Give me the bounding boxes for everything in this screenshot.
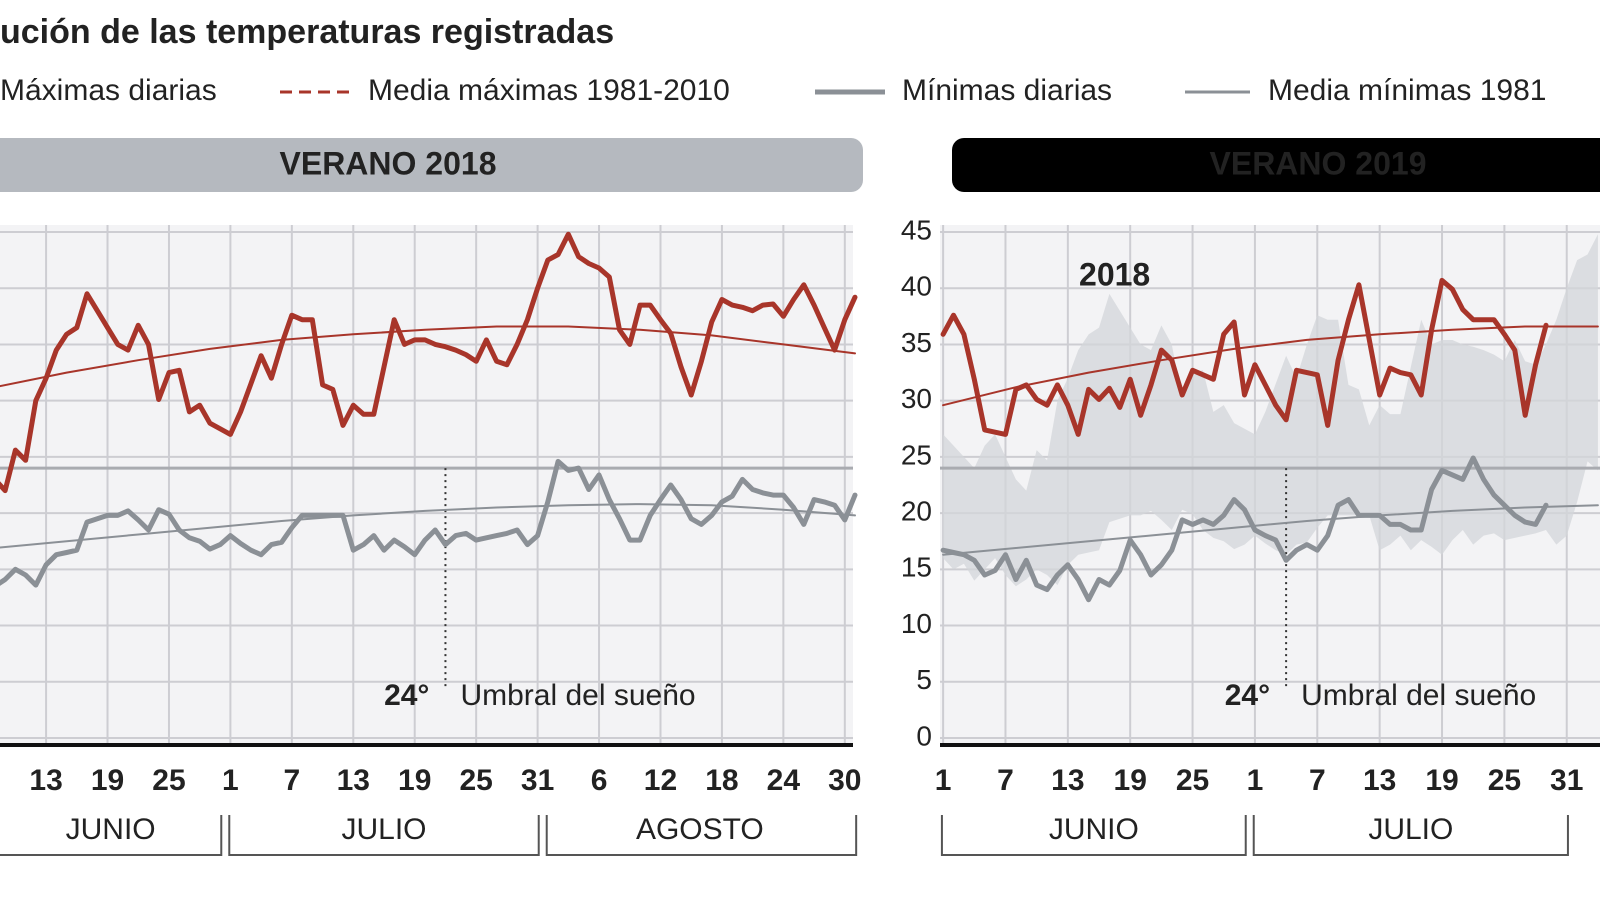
panel-header [952,138,1600,192]
legend-label: Máximas diarias [0,74,217,107]
month-label: JULIO [1368,813,1453,846]
plot-area [0,225,853,745]
x-tick-label: 13 [29,764,62,797]
legend-label: Mínimas diarias [902,74,1112,107]
month-label: JUNIO [1049,813,1139,846]
x-tick-label: 12 [644,764,677,797]
y-tick-label: 20 [901,496,932,527]
x-tick-label: 30 [828,764,861,797]
month-bracket [0,815,223,856]
threshold-text: Umbral del sueño [1301,679,1536,712]
threshold-text: Umbral del sueño [460,679,695,712]
month-bracket [228,815,540,856]
x-tick-label: 7 [1309,764,1326,797]
y-tick-label: 10 [901,608,932,639]
x-tick-label: 19 [1114,764,1147,797]
data-line [942,325,1599,407]
x-tick-label: 1 [222,764,239,797]
x-tick-label: 31 [1550,764,1583,797]
x-tick-label: 1 [1247,764,1264,797]
x-tick-label: 24 [767,764,801,797]
x-tick-label: 13 [337,764,370,797]
y-tick-label: 25 [901,439,932,470]
x-tick-label: 1 [935,764,952,797]
band-label: 2018 [1079,256,1150,292]
panel-title: VERANO 2018 [280,145,497,181]
x-tick-label: 19 [1425,764,1458,797]
y-tick-label: 40 [901,271,932,302]
reference-band [943,234,1598,587]
data-line [942,504,1599,556]
data-line [940,277,1549,437]
x-tick-label: 6 [591,764,608,797]
x-tick-label: 19 [91,764,124,797]
month-bracket [545,815,858,856]
x-tick-label: 31 [521,764,554,797]
panel-title: VERANO 2019 [1210,145,1427,181]
legend-label: Media mínimas 1981 [1268,74,1546,107]
data-line [0,458,858,588]
threshold-value: 24° [1225,679,1270,712]
x-tick-label: 13 [1363,764,1396,797]
data-line [0,503,856,549]
x-tick-label: 18 [705,764,738,797]
y-tick-label: 30 [901,383,932,414]
y-tick-label: 5 [916,664,932,695]
chart-title: ución de las temperaturas registradas [0,13,614,51]
x-tick-label: 25 [459,764,492,797]
x-tick-label: 19 [398,764,431,797]
legend-label: Media máximas 1981-2010 [368,74,730,107]
month-label: AGOSTO [636,813,764,846]
month-bracket [1252,815,1569,856]
x-tick-label: 25 [1176,764,1209,797]
month-label: JULIO [341,813,426,846]
x-tick-label: 25 [1488,764,1521,797]
data-line [0,325,856,388]
month-label: JUNIO [66,813,156,846]
x-tick-label: 7 [997,764,1014,797]
y-tick-label: 35 [901,327,932,358]
y-tick-label: 45 [901,214,932,245]
y-tick-label: 15 [901,552,932,583]
x-tick-label: 7 [283,764,300,797]
data-line [0,231,858,494]
x-tick-label: 25 [152,764,185,797]
threshold-value: 24° [384,679,429,712]
data-line [940,455,1549,603]
x-tick-label: 13 [1051,764,1084,797]
month-bracket [940,815,1247,856]
panel-header [0,138,863,192]
y-tick-label: 0 [916,720,932,751]
